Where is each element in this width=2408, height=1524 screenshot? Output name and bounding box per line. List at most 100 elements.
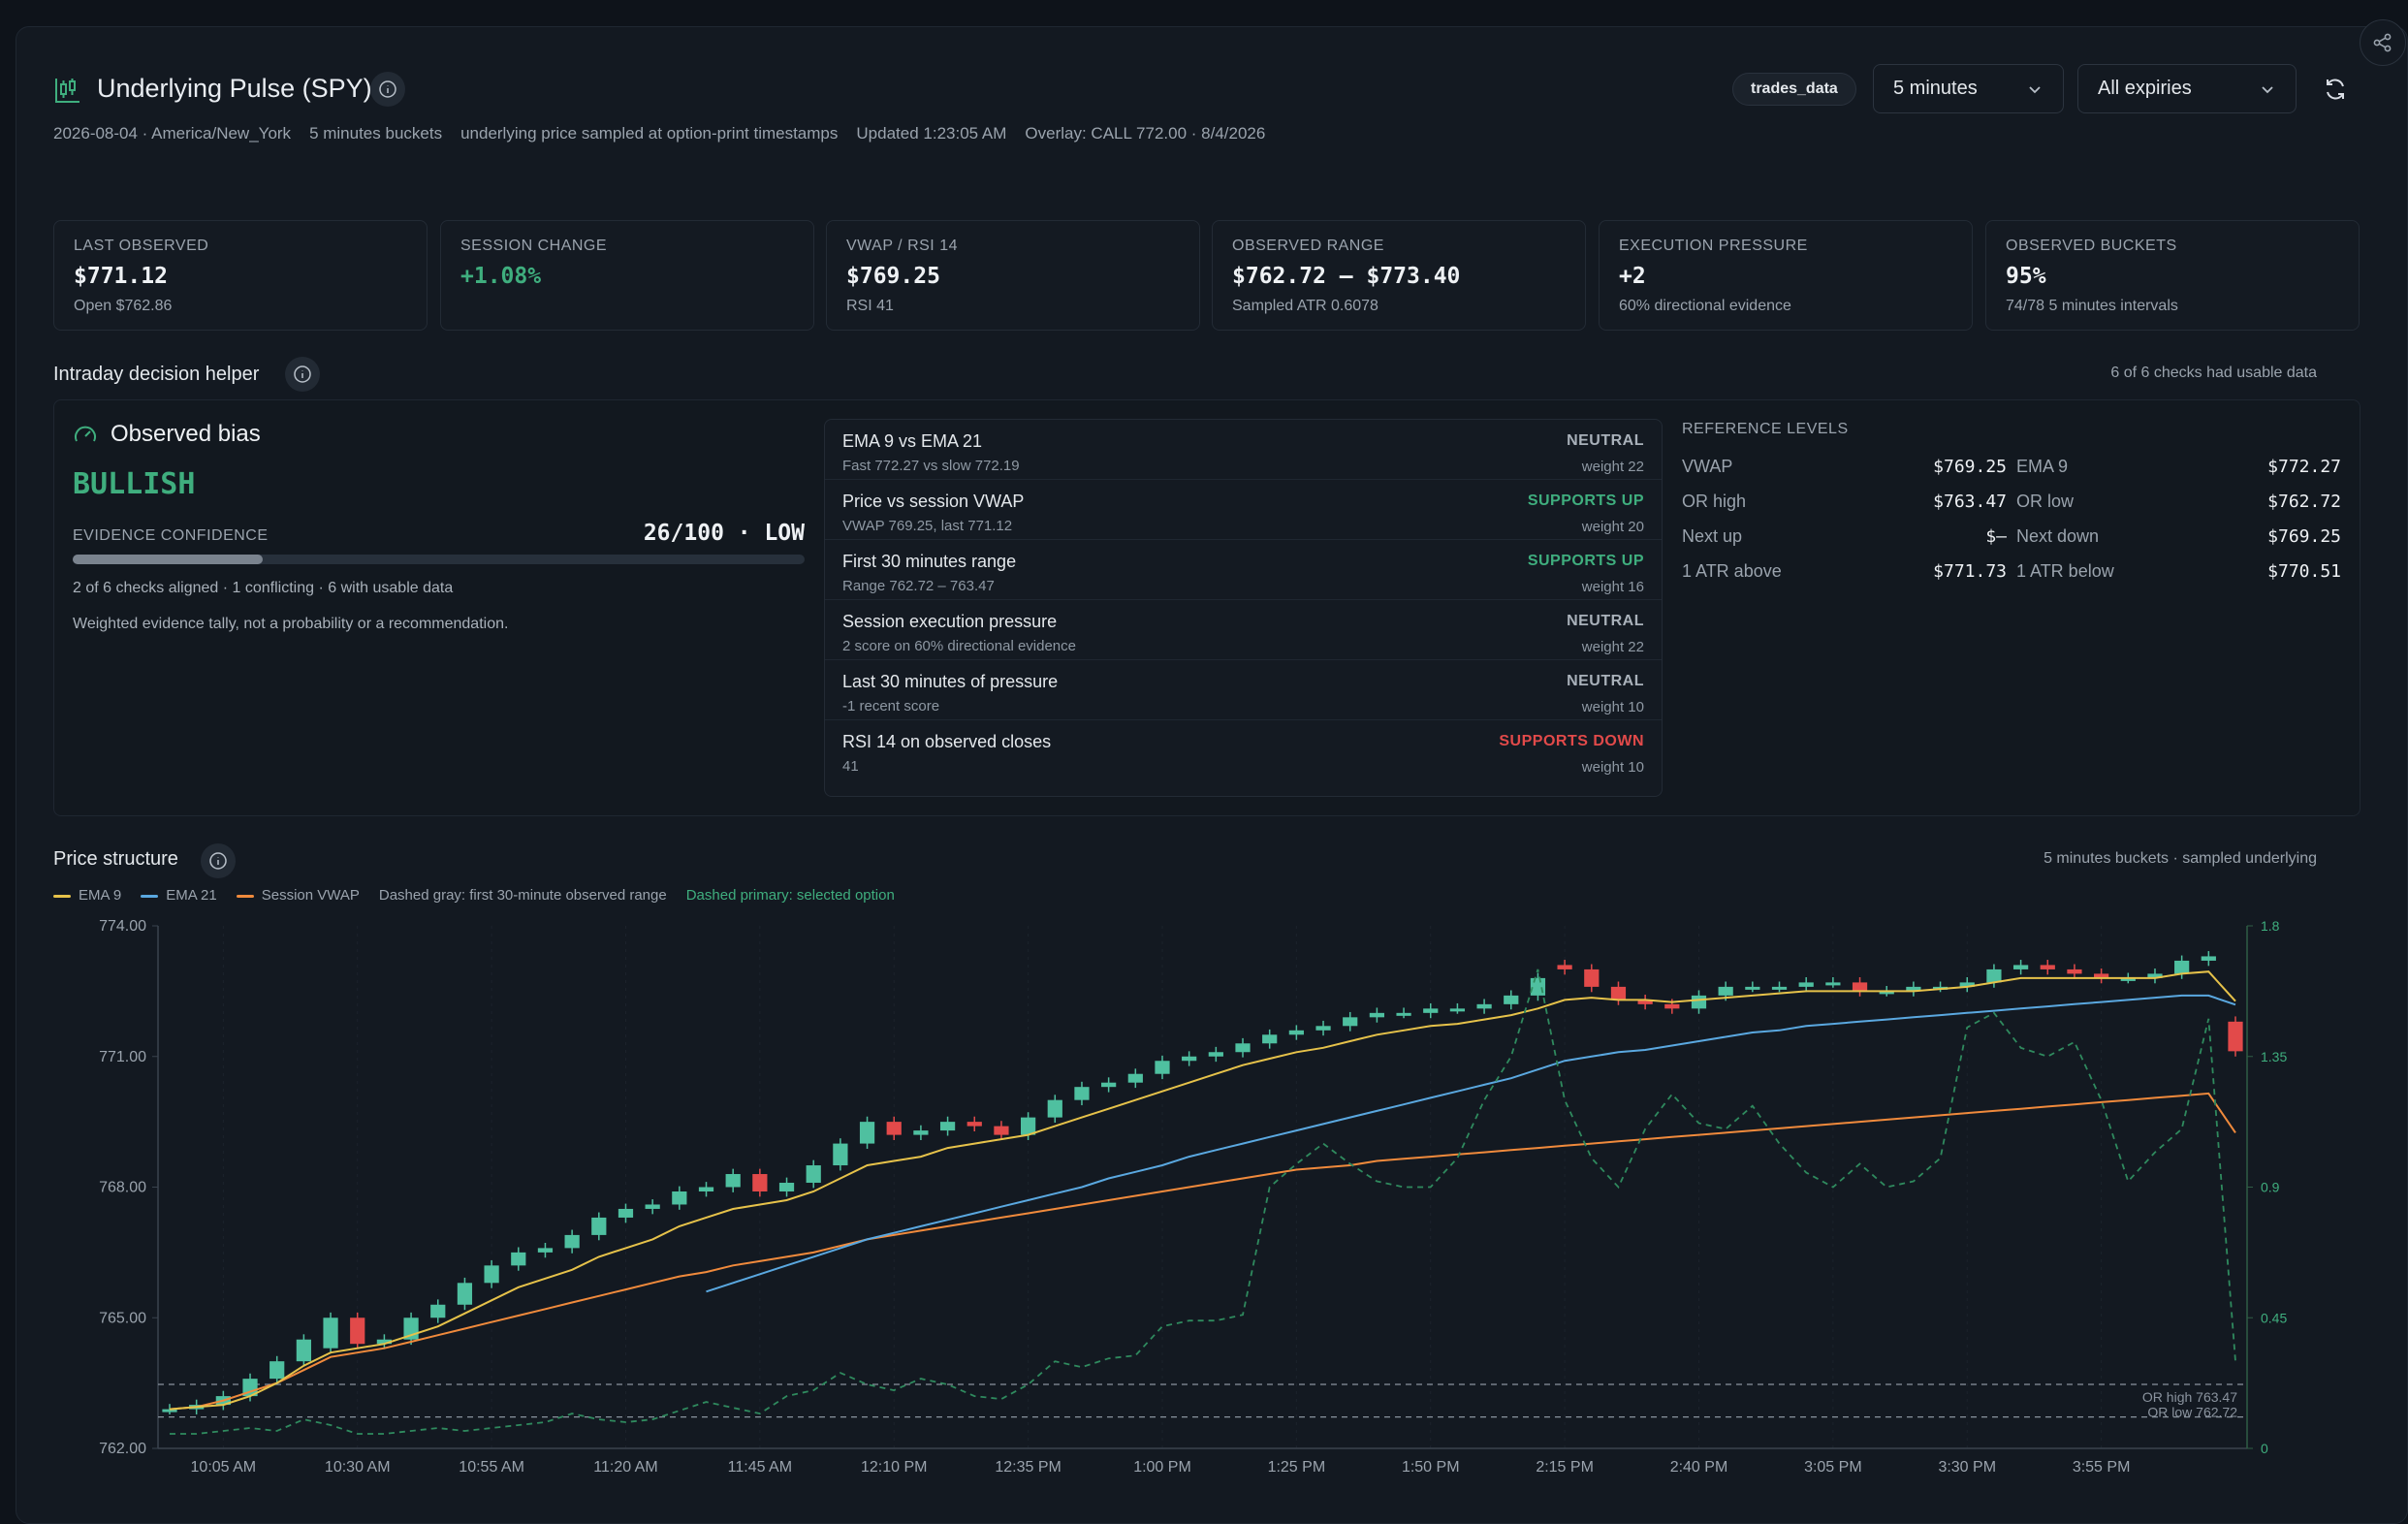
- candle: [1959, 982, 1975, 987]
- candle: [1745, 986, 1760, 990]
- candle: [162, 1409, 177, 1413]
- reference-title: REFERENCE LEVELS: [1682, 421, 1849, 437]
- interval-select[interactable]: 5 minutes: [1873, 64, 2064, 113]
- candle: [376, 1339, 393, 1345]
- check-weight: weight 16: [1581, 579, 1644, 595]
- candle: [350, 1318, 365, 1345]
- price-structure-note: 5 minutes buckets · sampled underlying: [2044, 850, 2317, 867]
- candle: [2094, 973, 2109, 978]
- x-tick-label: 11:45 AM: [728, 1459, 792, 1476]
- candle: [1504, 995, 1519, 1004]
- candle: [2067, 968, 2082, 974]
- legend-ema9: EMA 9: [53, 887, 121, 904]
- candle: [2120, 977, 2136, 981]
- check-detail: Range 762.72 – 763.47: [842, 578, 995, 594]
- candle: [1396, 1012, 1411, 1016]
- meta-overlay: Overlay: CALL 772.00 · 8/4/2026: [1025, 124, 1266, 143]
- candle: [2174, 960, 2190, 974]
- candle: [1288, 1030, 1304, 1035]
- card-label: OBSERVED BUCKETS: [2006, 238, 2177, 254]
- candle: [537, 1248, 554, 1253]
- ref-label: OR low: [2016, 492, 2075, 511]
- check-verdict: SUPPORTS UP: [1527, 553, 1644, 569]
- check-detail: 2 score on 60% directional evidence: [842, 638, 1076, 654]
- check-verdict: NEUTRAL: [1567, 613, 1644, 629]
- card-value: 95%: [2006, 264, 2046, 289]
- list-item: EMA 9 vs EMA 21 Fast 772.27 vs slow 772.…: [825, 420, 1662, 480]
- check-weight: weight 10: [1581, 759, 1644, 776]
- title-info-button[interactable]: [370, 72, 405, 107]
- expiry-select[interactable]: All expiries: [2077, 64, 2297, 113]
- candle: [2147, 973, 2163, 978]
- candle: [1208, 1052, 1223, 1057]
- price-info-button[interactable]: [201, 843, 236, 878]
- card-last-observed: LAST OBSERVED $771.12 Open $762.86: [53, 220, 428, 331]
- candle: [1074, 1087, 1090, 1100]
- aligned-text: 2 of 6 checks aligned · 1 conflicting · …: [73, 580, 454, 596]
- card-sub: 74/78 5 minutes intervals: [2006, 298, 2178, 314]
- candle: [2201, 956, 2216, 961]
- legend-ema21: EMA 21: [141, 887, 217, 904]
- bias-value: BULLISH: [73, 467, 196, 501]
- decision-info-button[interactable]: [285, 357, 320, 392]
- candlestick-icon: [53, 76, 82, 110]
- legend-option: Dashed primary: selected option: [685, 887, 895, 904]
- check-name: RSI 14 on observed closes: [842, 732, 1052, 751]
- candle: [1610, 986, 1627, 1000]
- list-item: Price vs session VWAP VWAP 769.25, last …: [825, 480, 1662, 540]
- ref-label: OR high: [1682, 492, 1747, 511]
- chart-legend: EMA 9 EMA 21 Session VWAP Dashed gray: f…: [53, 887, 895, 904]
- card-sub: RSI 41: [846, 298, 894, 314]
- ref-label: EMA 9: [2016, 457, 2069, 476]
- check-name: EMA 9 vs EMA 21: [842, 431, 983, 451]
- ref-value: $—: [1985, 526, 2007, 547]
- candle: [1182, 1056, 1197, 1062]
- y2-tick-label: 1.35: [2261, 1049, 2287, 1064]
- confidence-label: EVIDENCE CONFIDENCE: [73, 527, 269, 544]
- list-item: First 30 minutes range Range 762.72 – 76…: [825, 540, 1662, 600]
- x-tick-label: 10:55 AM: [459, 1459, 524, 1476]
- candle: [1235, 1043, 1251, 1053]
- legend-vwap: Session VWAP: [236, 887, 360, 904]
- x-tick-label: 3:30 PM: [1938, 1459, 1996, 1476]
- candle: [1449, 1008, 1466, 1012]
- ref-label: 1 ATR above: [1682, 561, 1782, 581]
- x-tick-label: 2:40 PM: [1670, 1459, 1728, 1476]
- candle: [1315, 1026, 1331, 1031]
- card-vwap-rsi: VWAP / RSI 14 $769.25 RSI 41: [826, 220, 1200, 331]
- bias-label: Observed bias: [111, 421, 261, 447]
- ref-label: Next up: [1682, 526, 1743, 546]
- check-weight: weight 22: [1581, 459, 1644, 475]
- candle: [725, 1174, 741, 1188]
- card-sub: 60% directional evidence: [1619, 298, 1791, 314]
- candle: [778, 1183, 795, 1191]
- candle: [564, 1234, 580, 1249]
- check-weight: weight 20: [1581, 519, 1644, 535]
- candle: [806, 1165, 821, 1184]
- meta-date: 2026-08-04 · America/New_York: [53, 124, 292, 143]
- check-weight: weight 22: [1581, 639, 1644, 655]
- ema9-line: [169, 970, 2236, 1411]
- share-button[interactable]: [2360, 19, 2406, 66]
- candle: [591, 1217, 607, 1235]
- page-title: Underlying Pulse (SPY): [97, 74, 372, 103]
- disclaimer-text: Weighted evidence tally, not a probabili…: [73, 616, 509, 632]
- y-tick-label: 762.00: [99, 1441, 146, 1457]
- candle: [1906, 986, 1921, 992]
- candle: [484, 1265, 499, 1284]
- check-name: Session execution pressure: [842, 612, 1058, 631]
- candle: [1530, 977, 1546, 996]
- list-item: Session execution pressure 2 score on 60…: [825, 600, 1662, 660]
- share-icon: [2373, 33, 2392, 52]
- chevron-down-icon: [2029, 85, 2041, 93]
- x-tick-label: 10:30 AM: [325, 1459, 391, 1476]
- refresh-button[interactable]: [2312, 66, 2359, 112]
- card-value: $771.12: [74, 264, 168, 289]
- info-icon: [294, 365, 311, 383]
- candle: [1369, 1012, 1385, 1018]
- check-verdict: SUPPORTS DOWN: [1499, 733, 1644, 749]
- ref-value: $771.73: [1933, 561, 2007, 582]
- x-tick-label: 10:05 AM: [191, 1459, 257, 1476]
- candle: [698, 1187, 714, 1191]
- candle: [1852, 982, 1868, 992]
